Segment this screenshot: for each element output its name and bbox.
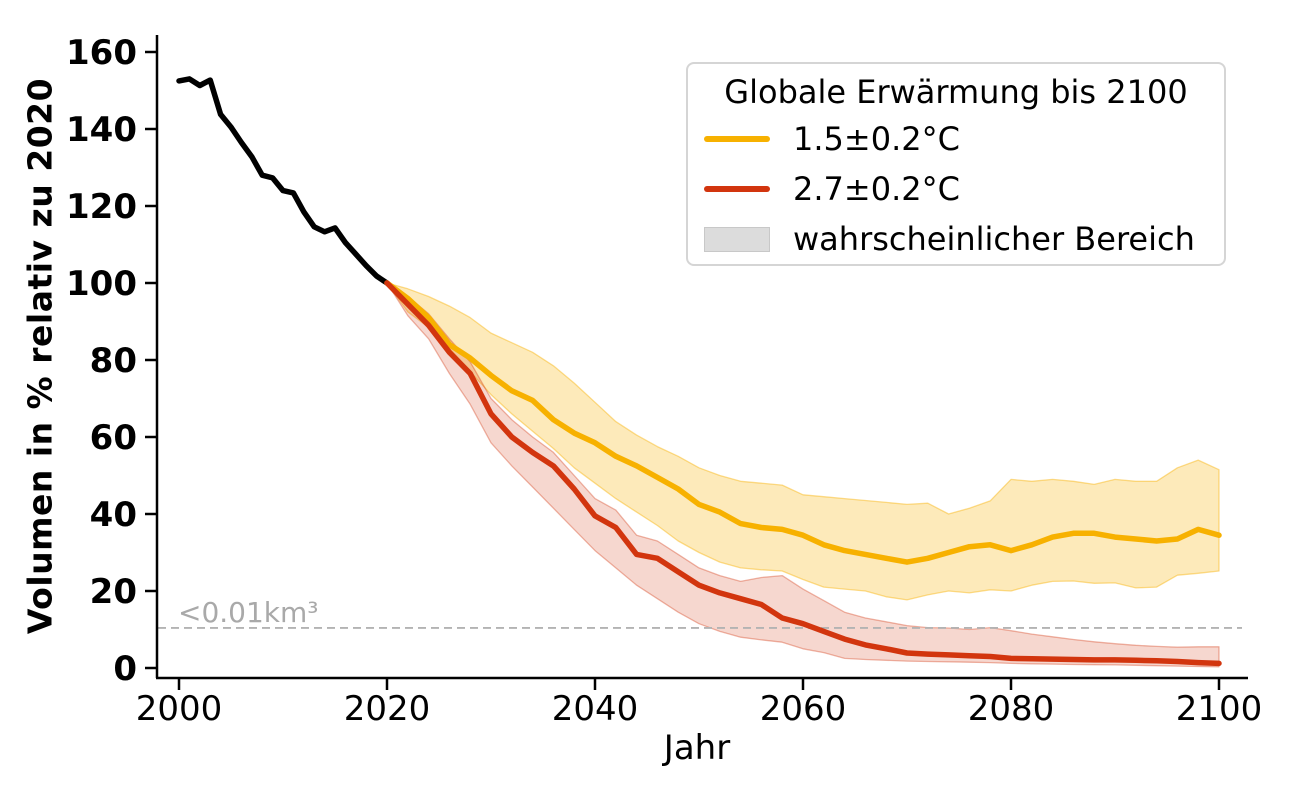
y-tick-label: 40 <box>90 495 137 535</box>
legend-patch-swatch-range-icon <box>703 226 770 252</box>
x-tick-label: 2000 <box>136 689 223 729</box>
legend-item-1.5C: 1.5±0.2°C <box>702 114 1224 164</box>
legend-line-swatch-1.5C-icon <box>703 136 770 142</box>
y-tick-label: 140 <box>66 110 137 150</box>
legend-line-swatch-2.7C-icon <box>703 186 770 192</box>
x-tick-label: 2020 <box>344 689 431 729</box>
legend-item-range: wahrscheinlicher Bereich <box>702 214 1224 264</box>
series-line-historical <box>176 76 390 286</box>
legend-swatch-box <box>702 226 771 252</box>
y-tick-label: 20 <box>90 572 137 612</box>
x-tick-label: 2040 <box>552 689 639 729</box>
y-tick-label: 120 <box>66 187 137 227</box>
series-line-warming-2.7C <box>384 280 1222 667</box>
legend-title: Globale Erwärmung bis 2100 <box>724 73 1188 111</box>
legend-label-1.5C: 1.5±0.2°C <box>793 120 960 158</box>
y-tick-label: 60 <box>90 418 137 458</box>
uncertainty-band-warming-1.5C <box>386 282 1220 601</box>
y-axis-title: Volumen in % relativ zu 2020 <box>20 77 60 635</box>
legend: Globale Erwärmung bis 2100 1.5±0.2°C 2.7… <box>686 62 1226 266</box>
x-axis-title: Jahr <box>663 728 731 768</box>
y-tick-label: 0 <box>113 649 137 689</box>
x-tick-label: 2100 <box>1176 689 1263 729</box>
series-line-warming-1.5C <box>384 280 1222 565</box>
legend-label-range: wahrscheinlicher Bereich <box>793 220 1195 258</box>
legend-item-2.7C: 2.7±0.2°C <box>702 164 1224 214</box>
y-tick-label: 100 <box>66 264 137 304</box>
legend-swatch-box <box>702 136 771 142</box>
uncertainty-band-warming-2.7C <box>386 282 1220 668</box>
legend-label-2.7C: 2.7±0.2°C <box>793 170 960 208</box>
y-tick-label: 160 <box>66 33 137 73</box>
x-tick-label: 2060 <box>760 689 847 729</box>
x-tick-label: 2080 <box>968 689 1055 729</box>
legend-swatch-box <box>702 186 771 192</box>
y-tick-label: 80 <box>90 341 137 381</box>
threshold-annotation: <0.01km³ <box>178 596 319 629</box>
